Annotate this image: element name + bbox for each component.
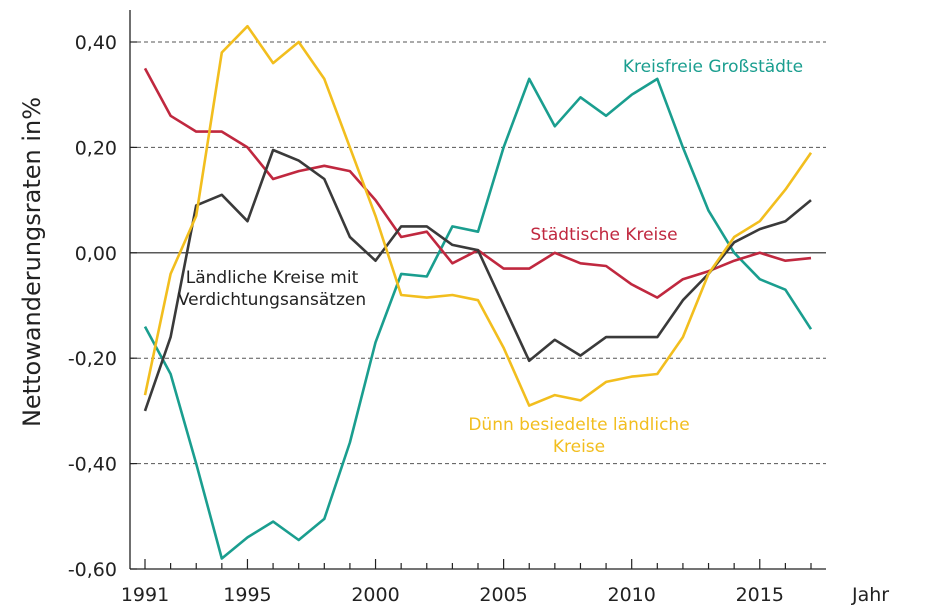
x-tick-label: 2015 bbox=[736, 584, 784, 606]
y-tick-label: 0,20 bbox=[75, 137, 117, 159]
x-axis-label: Jahr bbox=[851, 584, 889, 606]
series-lines bbox=[143, 24, 813, 560]
y-axis-label: Nettowanderungsraten in% bbox=[18, 97, 46, 427]
series-label-0: Kreisfreie Großstädte bbox=[623, 57, 803, 77]
series-line-1 bbox=[143, 67, 812, 299]
x-tick-label: 2010 bbox=[608, 584, 656, 606]
y-ticks: 0,40 0,20 0,00 -0,20 -0,40 -0,60 bbox=[68, 32, 137, 581]
x-ticks: 1991 1995 2000 2005 2010 2015 bbox=[121, 559, 812, 606]
series-line-3 bbox=[143, 24, 813, 407]
y-tick-label: 0,00 bbox=[75, 243, 117, 265]
series-line-2 bbox=[143, 148, 812, 412]
y-tick-label: -0,60 bbox=[68, 559, 117, 581]
x-tick-label: 2000 bbox=[351, 584, 399, 606]
x-tick-label: 1995 bbox=[223, 584, 271, 606]
y-tick-label: -0,40 bbox=[68, 454, 117, 476]
y-tick-label: 0,40 bbox=[75, 32, 117, 54]
series-label-3: Dünn besiedelte ländliche Kreise bbox=[468, 415, 689, 457]
series-labels: Kreisfreie Großstädte Städtische Kreise Lä… bbox=[178, 57, 803, 457]
series-label-2: Ländliche Kreise mit Verdichtungsansätzen bbox=[178, 268, 366, 310]
y-tick-label: -0,20 bbox=[68, 348, 117, 370]
x-tick-label: 2005 bbox=[479, 584, 527, 606]
series-label-1: Städtische Kreise bbox=[530, 225, 677, 245]
x-tick-label: 1991 bbox=[121, 584, 169, 606]
series-line-0 bbox=[143, 77, 813, 560]
